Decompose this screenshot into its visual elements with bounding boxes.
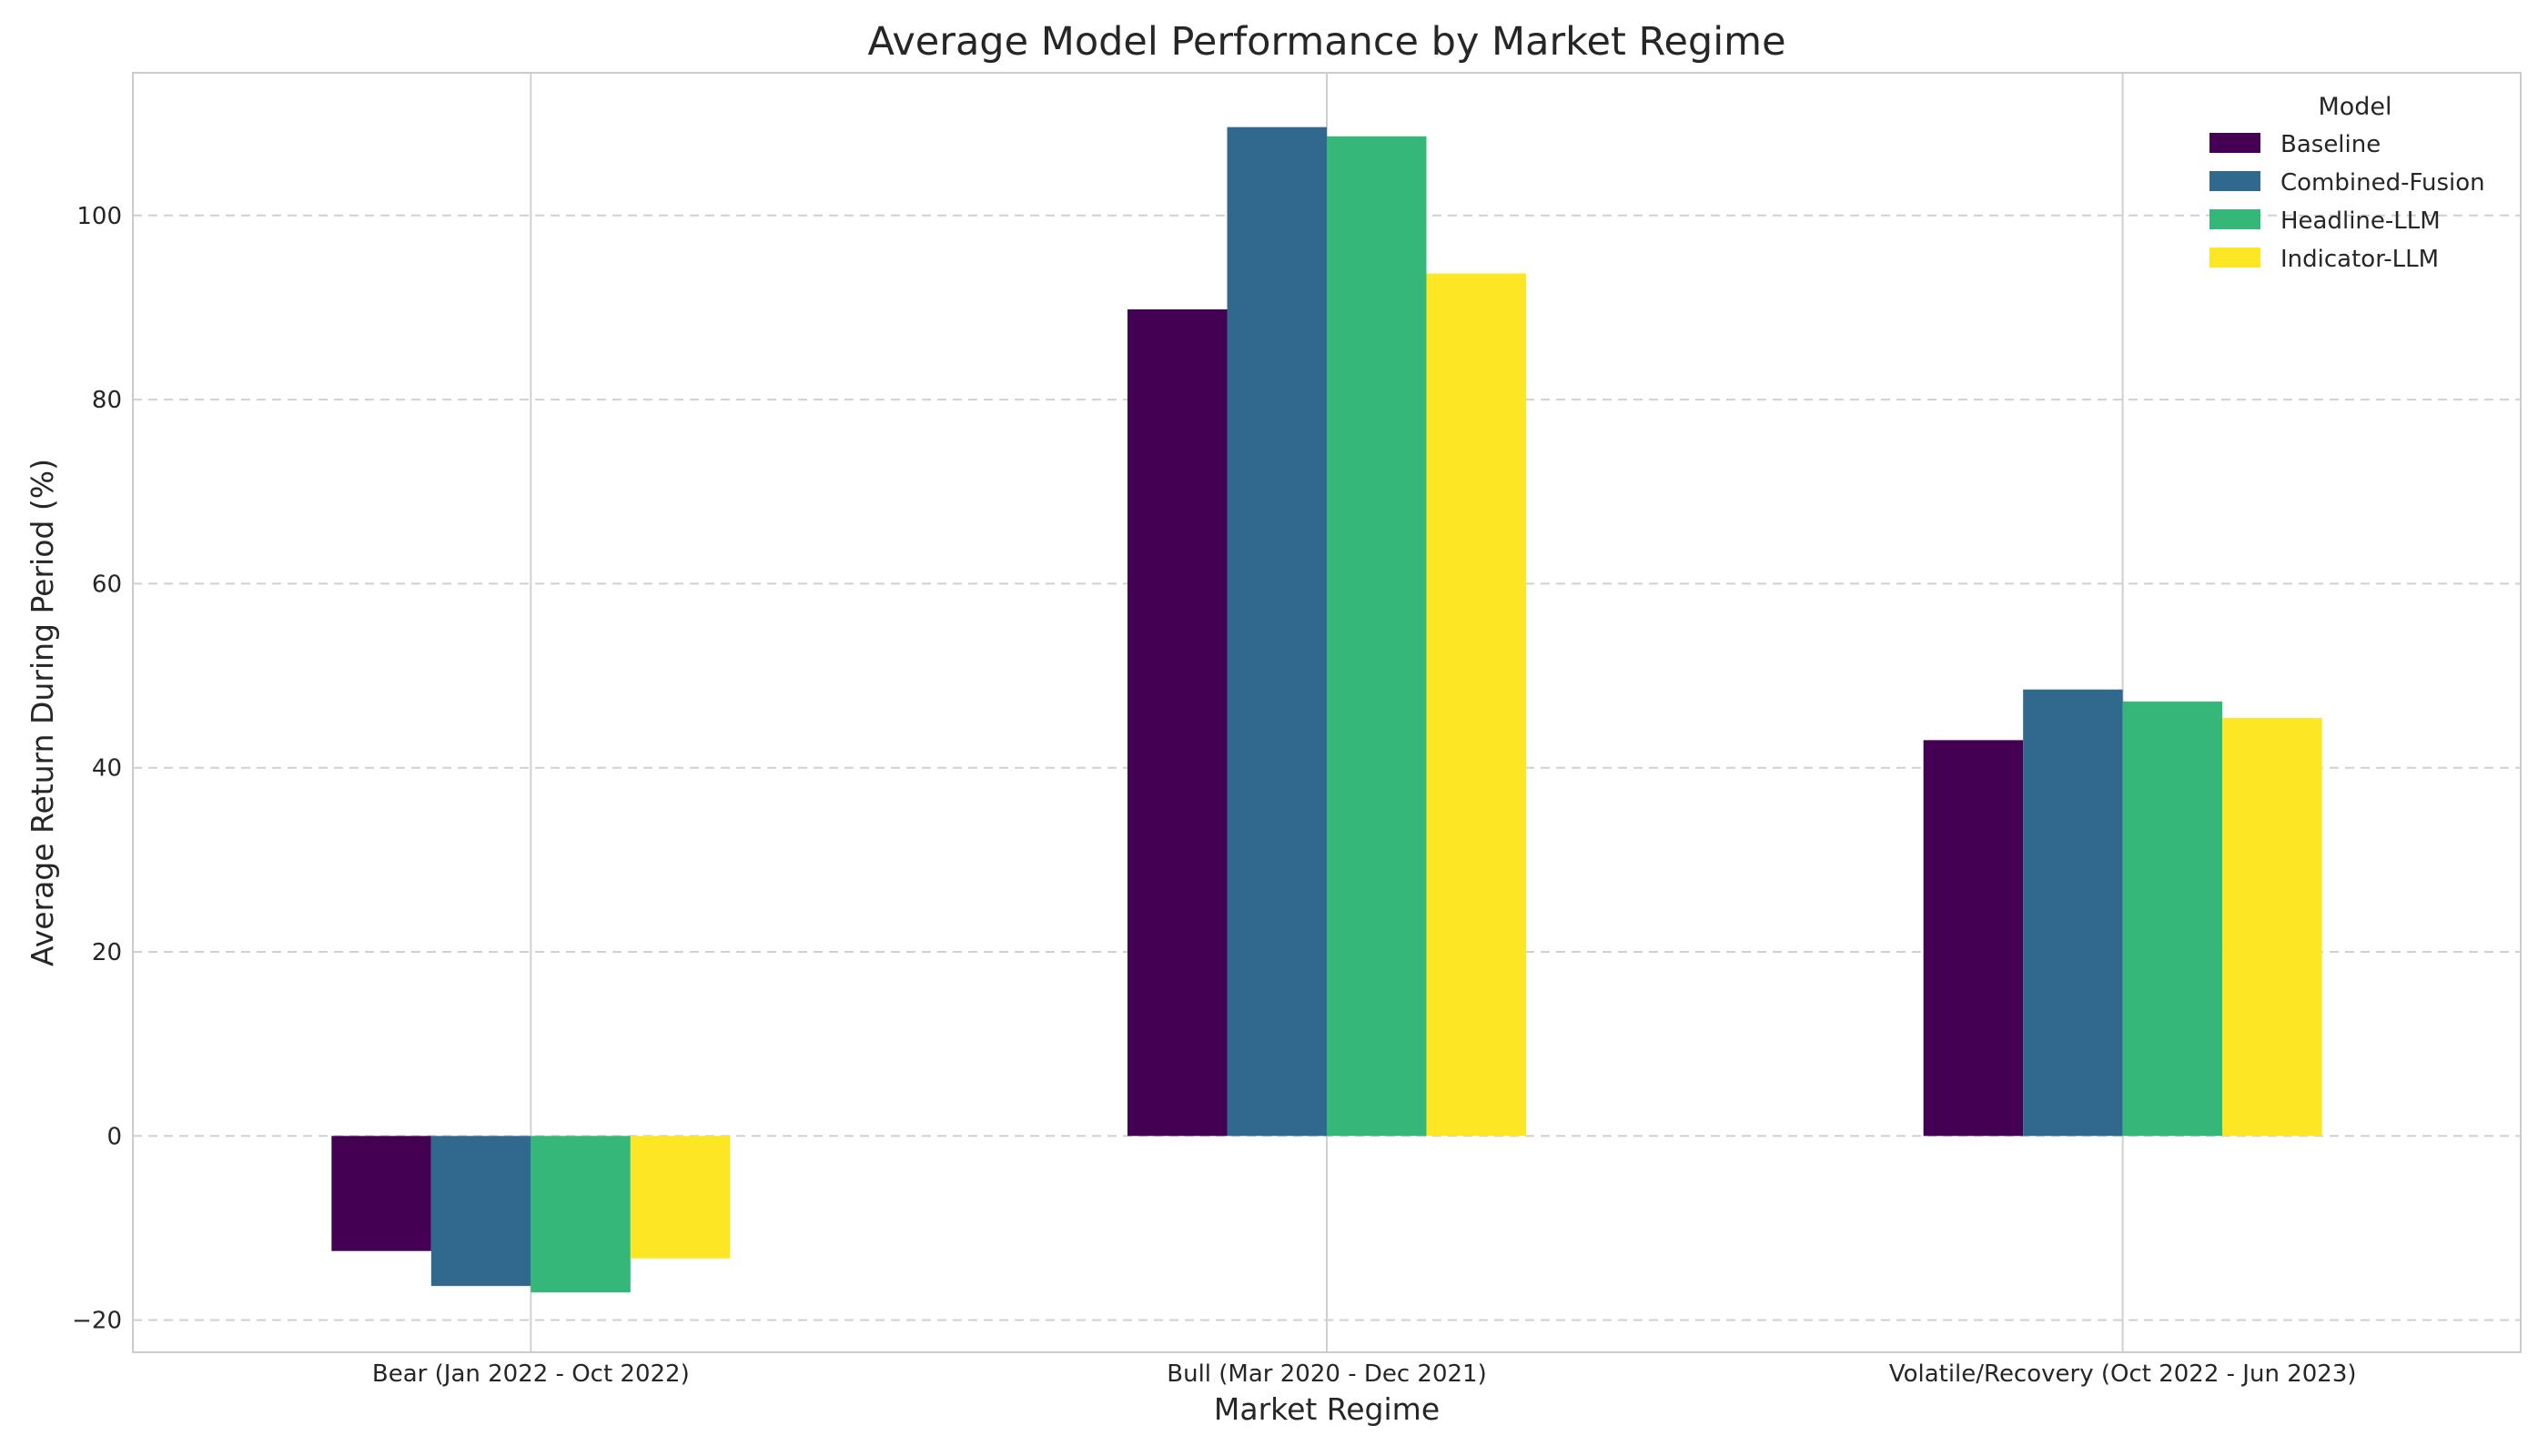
x-tick-labels: Bear (Jan 2022 - Oct 2022) Bull (Mar 2020… (372, 1360, 2357, 1388)
bar-baseline-2 (1923, 740, 2024, 1137)
bars (331, 126, 2322, 1293)
bar-baseline-0 (331, 1136, 431, 1251)
bar-headline-llm-2 (2122, 701, 2223, 1137)
y-tick-labels: −20 0 20 40 60 80 100 (72, 203, 122, 1335)
legend-entry: Baseline (2280, 131, 2381, 158)
x-tick-label: Bear (Jan 2022 - Oct 2022) (372, 1360, 690, 1388)
x-tick-label: Bull (Mar 2020 - Dec 2021) (1167, 1360, 1486, 1388)
bar-combined-fusion-0 (430, 1136, 531, 1287)
x-tick-label: Volatile/Recovery (Oct 2022 - Jun 2023) (1889, 1360, 2357, 1388)
y-axis-title: Average Return During Period (%) (25, 459, 60, 966)
bar-combined-fusion-2 (2023, 689, 2123, 1137)
legend-entry: Combined-Fusion (2280, 169, 2485, 197)
legend-title: Model (2318, 93, 2391, 121)
bar-indicator-llm-2 (2222, 718, 2322, 1137)
legend-swatch (2209, 171, 2260, 191)
plot-frame (132, 72, 2522, 1353)
bar-combined-fusion-1 (1227, 126, 1327, 1137)
legend-swatch (2209, 248, 2260, 268)
chart-title: Average Model Performance by Market Regi… (867, 19, 1785, 65)
legend: Model Baseline Combined-Fusion Headline-LL… (2209, 93, 2485, 273)
bar-indicator-llm-0 (630, 1136, 731, 1259)
y-tick-label: 100 (76, 203, 122, 230)
legend-swatch (2209, 209, 2260, 229)
y-tick-label: 60 (92, 571, 122, 598)
legend-entry: Indicator-LLM (2280, 246, 2439, 273)
bar-baseline-1 (1127, 308, 1228, 1137)
legend-swatch (2209, 133, 2260, 153)
y-tick-label: 0 (106, 1123, 122, 1150)
bar-headline-llm-0 (531, 1136, 631, 1293)
legend-entry: Headline-LLM (2280, 207, 2441, 235)
y-tick-label: 80 (92, 387, 122, 414)
bar-indicator-llm-1 (1426, 273, 1526, 1137)
y-tick-label: 40 (92, 755, 122, 783)
y-tick-label: 20 (92, 939, 122, 966)
y-tick-label: −20 (72, 1308, 122, 1335)
x-axis-title: Market Regime (1214, 1391, 1440, 1427)
bar-headline-llm-1 (1327, 136, 1427, 1137)
